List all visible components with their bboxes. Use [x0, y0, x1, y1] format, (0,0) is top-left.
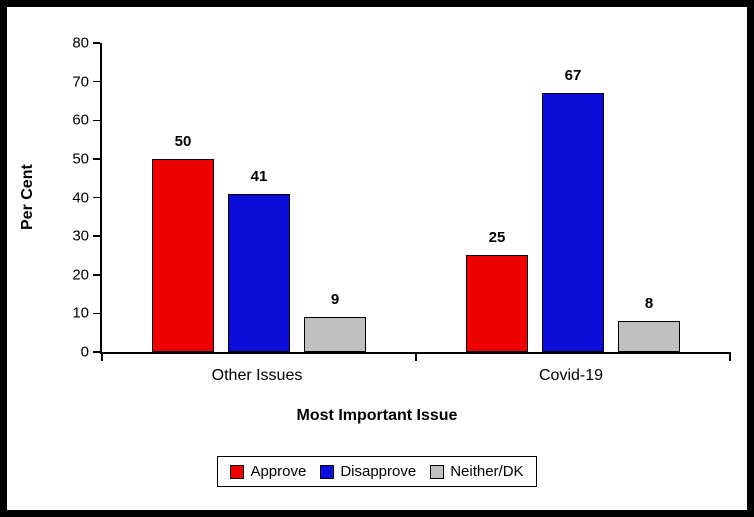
y-tick-label: 0	[80, 343, 89, 361]
legend-item-disapprove: Disapprove	[320, 464, 416, 479]
bar-disapprove-covid-19	[542, 93, 604, 352]
legend-label: Disapprove	[340, 463, 417, 480]
legend-swatch-approve	[230, 464, 245, 479]
bar-neither-dk-other-issues	[304, 317, 366, 352]
y-tick-mark	[93, 196, 100, 199]
y-tick-mark	[93, 42, 100, 44]
bar-value-label: 50	[174, 132, 192, 150]
y-tick-label: 70	[72, 73, 89, 91]
legend-swatch-neither-dk	[430, 464, 445, 479]
y-tick-mark	[93, 158, 100, 160]
y-tick-label: 40	[72, 189, 89, 206]
y-tick-label: 50	[72, 150, 89, 168]
x-category-label: Covid-19	[538, 367, 604, 384]
bar-approve-covid-19	[466, 255, 528, 352]
x-axis-category-labels: Other Issues Covid-19	[100, 367, 728, 389]
y-tick-mark	[93, 80, 100, 83]
y-tick-mark	[93, 235, 100, 237]
bar-value-label: 67	[564, 67, 582, 85]
bar-approve-other-issues	[152, 158, 214, 352]
y-tick-mark	[93, 119, 100, 121]
bar-value-label: 8	[644, 295, 654, 313]
x-category-label: Other Issues	[211, 367, 303, 384]
y-tick-mark	[93, 351, 100, 353]
bar-value-label: 41	[250, 167, 268, 185]
x-tick-mark	[101, 352, 103, 361]
y-axis-tick-labels: 0 10 20 30 40 50 60 70 80	[49, 36, 89, 360]
y-tick-label: 60	[72, 111, 89, 129]
bar-value-label: 25	[488, 229, 506, 247]
legend-wrap: Approve Disapprove Neither/DK	[7, 456, 747, 487]
bar-value-label: 9	[330, 291, 340, 309]
legend-swatch-disapprove	[320, 464, 335, 479]
y-tick-label: 80	[72, 34, 89, 52]
x-axis-title: Most Important Issue	[296, 407, 458, 424]
legend: Approve Disapprove Neither/DK	[217, 456, 537, 487]
bar-disapprove-other-issues	[228, 193, 290, 352]
x-tick-mark	[415, 352, 417, 361]
y-tick-mark	[93, 274, 100, 276]
bar-neither-dk-covid-19	[618, 321, 680, 352]
plot-area: 50 41 9 25 67 8	[93, 42, 731, 361]
legend-label: Neither/DK	[450, 463, 524, 480]
y-tick-label: 30	[72, 227, 89, 245]
legend-label: Approve	[250, 463, 307, 480]
y-tick-label: 10	[72, 304, 89, 322]
y-axis-title: Per Cent	[19, 164, 36, 231]
y-tick-mark	[93, 312, 100, 315]
x-tick-mark	[729, 352, 731, 361]
legend-item-neither-dk: Neither/DK	[430, 463, 524, 480]
legend-item-approve: Approve	[230, 464, 306, 479]
y-tick-label: 20	[72, 266, 89, 284]
